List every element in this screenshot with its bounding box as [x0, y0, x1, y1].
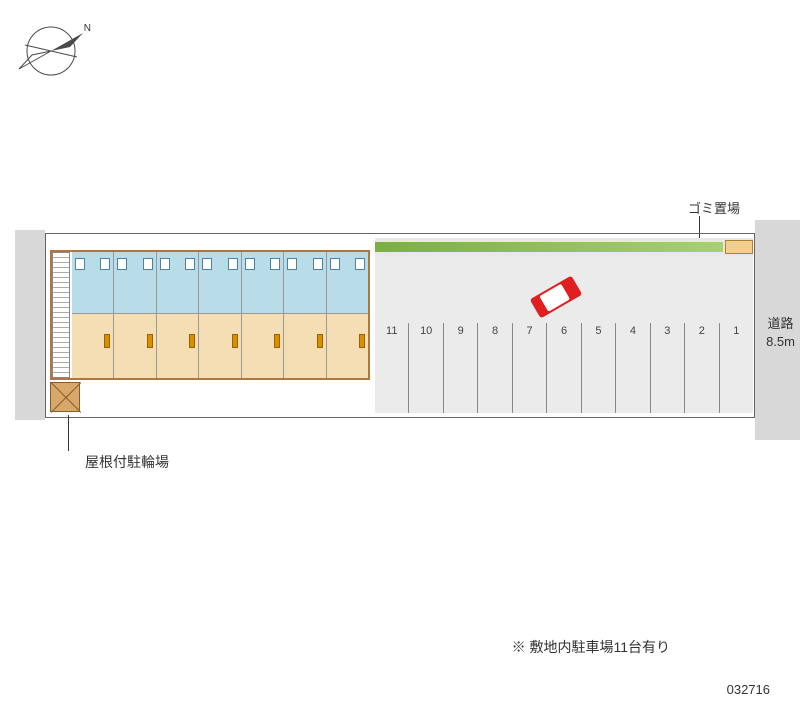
bike-leader-line [68, 415, 69, 451]
parking-slot: 7 [512, 323, 546, 413]
parking-slots: 1 2 3 4 5 6 7 8 9 10 11 [375, 323, 753, 413]
parking-area: 1 2 3 4 5 6 7 8 9 10 11 [375, 238, 753, 413]
unit [241, 252, 283, 378]
slot-number: 10 [409, 325, 442, 337]
parking-note: ※ 敷地内駐車場11台有り [512, 637, 670, 657]
road-label: 道路 8.5m [766, 315, 795, 351]
slot-number: 4 [616, 325, 649, 337]
parking-slot: 5 [581, 323, 615, 413]
unit [283, 252, 325, 378]
compass-rose: N [15, 15, 87, 87]
parking-slot: 6 [546, 323, 580, 413]
road-width: 8.5m [766, 334, 795, 349]
unit-row [72, 252, 368, 378]
parking-slot: 8 [477, 323, 511, 413]
adjacent-block-left [15, 230, 45, 420]
parking-slot: 10 [408, 323, 442, 413]
trash-label: ゴミ置場 [688, 198, 740, 217]
unit [72, 252, 113, 378]
slot-number: 8 [478, 325, 511, 337]
unit [326, 252, 368, 378]
planting-strip [375, 242, 723, 252]
slot-number: 5 [582, 325, 615, 337]
parking-slot: 2 [684, 323, 718, 413]
slot-number: 1 [720, 325, 753, 337]
car-icon [527, 273, 585, 322]
parking-slot: 9 [443, 323, 477, 413]
parking-slot: 4 [615, 323, 649, 413]
compass-north-label: N [84, 23, 91, 34]
slot-number: 11 [375, 325, 408, 337]
slot-number: 2 [685, 325, 718, 337]
parking-slot: 1 [719, 323, 753, 413]
parking-slot: 3 [650, 323, 684, 413]
slot-number: 7 [513, 325, 546, 337]
unit [156, 252, 198, 378]
slot-number: 3 [651, 325, 684, 337]
unit [113, 252, 155, 378]
parking-surface: 1 2 3 4 5 6 7 8 9 10 11 [375, 256, 753, 413]
bicycle-parking [50, 382, 80, 412]
document-id: 032716 [727, 682, 770, 697]
unit [198, 252, 240, 378]
bicycle-parking-label: 屋根付駐輪場 [85, 452, 169, 472]
road-text: 道路 [768, 316, 794, 331]
stairwell [52, 252, 70, 378]
slot-number: 6 [547, 325, 580, 337]
parking-slot: 11 [375, 323, 408, 413]
slot-number: 9 [444, 325, 477, 337]
trash-enclosure [725, 240, 753, 254]
building [50, 250, 370, 380]
site-plan: 道路 8.5m ゴミ置場 [0, 230, 800, 440]
